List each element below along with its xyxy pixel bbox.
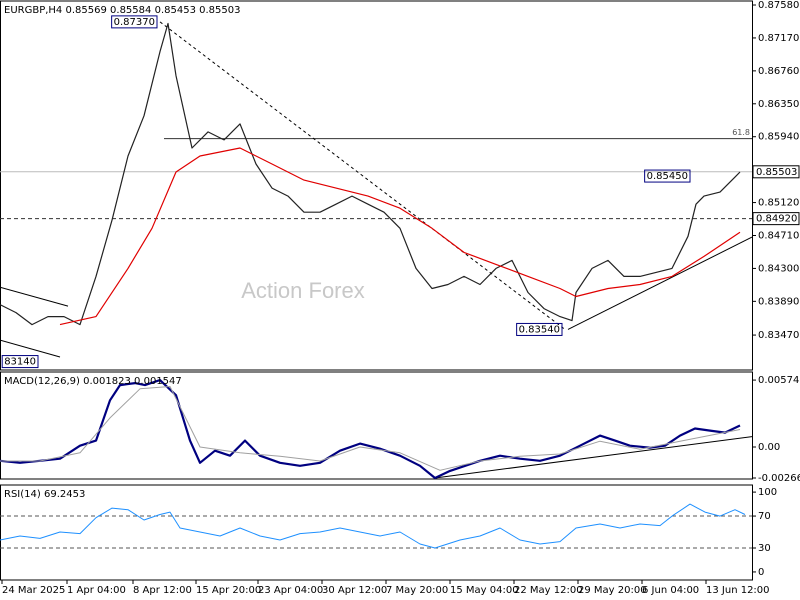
pane-frame xyxy=(0,0,753,371)
pane-header: MACD(12,26,9) 0.001823 0.001547 xyxy=(4,376,182,387)
y-tick-label: 0.85940 xyxy=(758,132,799,143)
annotation-label: 0.83540 xyxy=(519,324,560,335)
y-tick-label: 70 xyxy=(758,511,771,522)
y-tick-label: 0.87170 xyxy=(758,33,799,44)
level-label-box xyxy=(752,165,800,179)
level-label: 0.85503 xyxy=(756,167,797,178)
header-text: 0.85453 xyxy=(155,5,196,16)
trendline xyxy=(567,236,752,330)
header-text: 69.2453 xyxy=(44,489,85,500)
trendline xyxy=(159,21,566,330)
header-text: MACD(12,26,9) xyxy=(4,376,80,387)
y-tick-label: 0.85120 xyxy=(758,198,799,209)
y-tick-label: 100 xyxy=(758,487,777,498)
level-label: 61.8 xyxy=(732,128,750,137)
annotation-label: 0.85450 xyxy=(647,171,688,182)
pane-header: RSI(14) 69.2453 xyxy=(4,489,85,500)
series-line xyxy=(0,379,741,479)
header-text: 0.85569 xyxy=(65,5,106,16)
y-tick-label: 0.00 xyxy=(758,442,780,453)
y-tick-label: 0.84300 xyxy=(758,263,799,274)
level-label: 0.84920 xyxy=(756,214,797,225)
pane-header: EURGBP,H4 0.85569 0.85584 0.85453 0.8550… xyxy=(4,5,240,16)
annotation-box xyxy=(516,322,563,336)
pane-frame xyxy=(0,484,753,581)
x-tick-label: 30 Apr 12:00 xyxy=(322,585,387,596)
y-tick-label: 0 xyxy=(758,567,764,578)
x-tick-label: 24 Mar 2025 xyxy=(2,585,65,596)
x-tick-label: 15 May 04:00 xyxy=(450,585,519,596)
pane xyxy=(0,379,752,479)
annotation-label: 83140 xyxy=(4,357,36,368)
header-text: RSI(14) xyxy=(4,489,41,500)
y-tick-label: 30 xyxy=(758,543,771,554)
x-tick-label: 15 Apr 20:00 xyxy=(196,585,261,596)
header-text: 0.001547 xyxy=(134,376,182,387)
annotation-box xyxy=(1,355,39,369)
series-line xyxy=(0,503,746,549)
y-tick-label: 0.86760 xyxy=(758,66,799,77)
y-tick-label: 0.005749 xyxy=(758,375,800,386)
y-tick-label: 0.87580 xyxy=(758,0,799,11)
watermark: Action Forex xyxy=(241,278,365,303)
x-tick-label: 1 Apr 04:00 xyxy=(67,585,126,596)
trendline xyxy=(434,436,752,479)
x-tick-label: 23 Apr 04:00 xyxy=(258,585,323,596)
x-tick-label: 8 Apr 12:00 xyxy=(133,585,192,596)
x-tick-label: 22 May 12:00 xyxy=(514,585,583,596)
pane: Action Forex xyxy=(0,21,752,358)
annotation-box xyxy=(111,15,158,29)
header-text: 0.85584 xyxy=(110,5,151,16)
annotation-box xyxy=(644,169,691,183)
annotation-label: 0.87370 xyxy=(114,17,155,28)
x-tick-label: 6 Jun 04:00 xyxy=(642,585,699,596)
x-tick-label: 13 Jun 12:00 xyxy=(706,585,770,596)
trendline xyxy=(0,339,61,358)
y-tick-label: 0.86350 xyxy=(758,99,799,110)
series-line xyxy=(0,386,741,471)
pane xyxy=(0,503,752,549)
header-text: EURGBP,H4 xyxy=(4,5,62,16)
trendline xyxy=(0,286,69,307)
x-tick-label: 7 May 20:00 xyxy=(386,585,448,596)
x-tick-label: 29 May 20:00 xyxy=(578,585,647,596)
header-text: 0.001823 xyxy=(83,376,131,387)
y-tick-label: 0.83470 xyxy=(758,330,799,341)
y-tick-label: 0.84710 xyxy=(758,230,799,241)
y-tick-label: -0.002663 xyxy=(758,473,800,484)
y-tick-label: 0.83890 xyxy=(758,296,799,307)
header-text: 0.85503 xyxy=(199,5,240,16)
series-line xyxy=(0,22,741,326)
pane-frame xyxy=(0,371,753,480)
series-line xyxy=(59,147,741,326)
level-label-box xyxy=(752,212,800,226)
